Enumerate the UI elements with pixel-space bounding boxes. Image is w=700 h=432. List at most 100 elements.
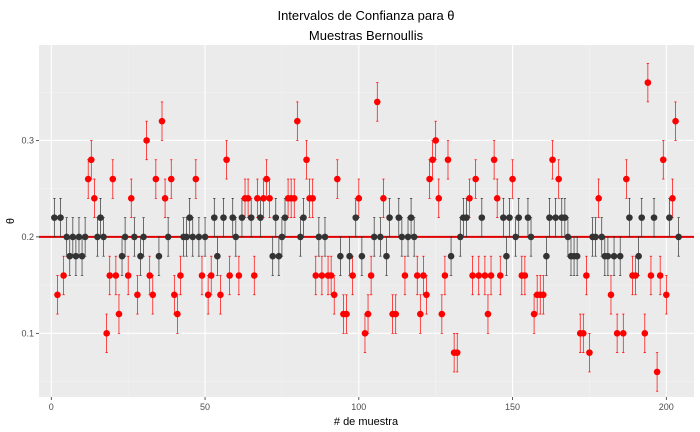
estimate-point (447, 252, 455, 260)
estimate-point (349, 272, 356, 279)
estimate-point (401, 272, 409, 279)
estimate-point (370, 233, 378, 241)
estimate-point (69, 233, 77, 241)
estimate-point (407, 214, 415, 221)
estimate-point (527, 233, 535, 241)
estimate-point (478, 214, 486, 221)
estimate-point (214, 252, 221, 260)
estimate-point (220, 214, 227, 221)
estimate-point (410, 233, 418, 241)
estimate-point (656, 272, 664, 279)
estimate-point (78, 252, 86, 260)
estimate-point (583, 272, 590, 279)
estimate-point (564, 233, 572, 241)
estimate-point (278, 233, 286, 241)
estimate-point (84, 175, 92, 183)
estimate-point (72, 252, 80, 260)
estimate-point (672, 117, 679, 125)
y-axis-ticks: 0.1 0.2 0.3 (21, 135, 39, 338)
estimate-point (51, 214, 58, 221)
estimate-point (663, 291, 670, 299)
estimate-point (257, 214, 264, 221)
estimate-point (300, 214, 307, 221)
estimate-point (647, 272, 655, 279)
estimate-point (616, 252, 624, 260)
estimate-point (358, 252, 366, 260)
estimate-point (367, 272, 375, 279)
estimate-point (198, 272, 206, 279)
estimate-point (250, 272, 258, 279)
estimate-point (140, 233, 147, 241)
estimate-point (183, 233, 190, 241)
estimate-point (263, 175, 270, 183)
estimate-point (383, 252, 390, 260)
estimate-point (380, 195, 387, 202)
estimate-point (121, 233, 129, 241)
estimate-point (158, 117, 166, 125)
estimate-point (475, 272, 483, 279)
estimate-point (429, 156, 436, 164)
estimate-point (318, 272, 326, 279)
estimate-point (530, 310, 538, 318)
estimate-point (413, 272, 421, 279)
estimate-point (232, 233, 240, 241)
estimate-point (490, 156, 498, 164)
estimate-point (456, 233, 464, 241)
estimate-point (632, 272, 639, 279)
estimate-point (229, 214, 237, 221)
estimate-point (463, 214, 470, 221)
estimate-point (81, 233, 89, 241)
estimate-point (112, 272, 120, 279)
estimate-point (435, 195, 443, 202)
x-tick-label: 100 (351, 402, 366, 412)
estimate-point (207, 272, 215, 279)
estimate-point (266, 195, 273, 202)
estimate-point (561, 214, 569, 221)
estimate-point (395, 214, 403, 221)
estimate-point (109, 175, 117, 183)
estimate-point (496, 272, 504, 279)
estimate-point (281, 214, 289, 221)
estimate-point (309, 195, 316, 202)
estimate-point (432, 137, 439, 144)
estimate-point (97, 214, 104, 221)
estimate-point (272, 214, 280, 221)
estimate-point (635, 252, 642, 260)
estimate-point (644, 79, 652, 86)
estimate-point (223, 156, 230, 164)
estimate-point (167, 175, 175, 183)
estimate-point (641, 330, 649, 337)
estimate-point (487, 272, 495, 279)
estimate-point (377, 233, 384, 241)
x-axis-title: # de muestra (334, 416, 399, 428)
estimate-point (235, 272, 243, 279)
estimate-point (524, 214, 532, 221)
estimate-point (423, 291, 430, 299)
estimate-point (650, 214, 658, 221)
estimate-point (337, 252, 344, 260)
estimate-point (312, 272, 320, 279)
estimate-point (493, 195, 501, 202)
estimate-point (484, 310, 492, 318)
estimate-point (481, 272, 489, 279)
estimate-point (659, 156, 667, 164)
estimate-point (598, 233, 606, 241)
estimate-point (346, 252, 353, 260)
plot-panel (39, 45, 694, 397)
estimate-point (540, 291, 547, 299)
estimate-point (595, 195, 602, 202)
estimate-point (66, 252, 74, 260)
estimate-point (426, 175, 433, 183)
estimate-point (626, 214, 633, 221)
x-tick-label: 0 (49, 402, 54, 412)
estimate-point (201, 233, 209, 241)
estimate-point (275, 252, 283, 260)
estimate-point (355, 195, 363, 202)
estimate-point (417, 310, 424, 318)
estimate-point (604, 252, 612, 260)
y-axis-title: θ (5, 218, 17, 224)
estimate-point (610, 252, 618, 260)
estimate-point (303, 156, 310, 164)
estimate-point (364, 310, 372, 318)
estimate-point (177, 272, 184, 279)
